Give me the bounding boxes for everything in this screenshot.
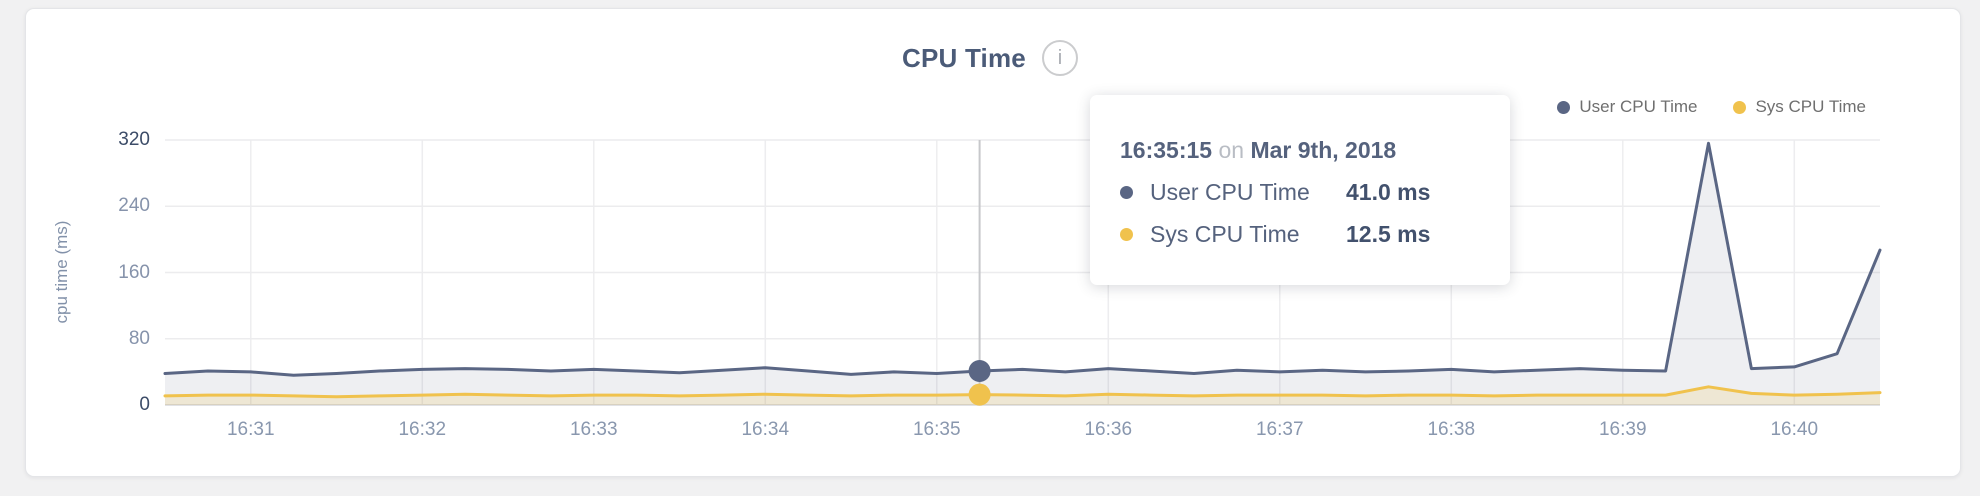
x-tick-label: 16:36: [1084, 419, 1133, 440]
tooltip-dot-sys: [1120, 227, 1133, 241]
sys-cpu-line: [163, 385, 1882, 399]
hover-dot-sys[interactable]: [968, 383, 991, 406]
x-tick-label: 16:40: [1770, 419, 1819, 440]
chart-title: CPU Time: [902, 42, 1026, 73]
legend: User CPU Time Sys CPU Time: [1557, 96, 1866, 118]
legend-label-user: User CPU Time: [1579, 97, 1698, 116]
x-tick-label: 16:31: [226, 419, 275, 440]
user-cpu-line: [163, 141, 1882, 377]
chart-tooltip: 16:35:15 on Mar 9th, 2018 User CPU Time …: [1090, 95, 1510, 285]
chart-header: CPU Time i: [0, 36, 1980, 80]
y-tick-label: 0: [139, 394, 150, 415]
tooltip-value-user: 41.0 ms: [1346, 178, 1431, 205]
y-tick-label: 240: [118, 195, 150, 217]
legend-dot-user: [1557, 100, 1571, 114]
tooltip-header: 16:35:15 on Mar 9th, 2018: [1120, 135, 1484, 165]
x-tick-label: 16:39: [1598, 419, 1647, 440]
y-tick-label: 160: [118, 261, 150, 283]
y-tick-label: 320: [118, 129, 150, 150]
x-tick-label: 16:32: [398, 419, 447, 440]
tooltip-time: 16:35:15: [1120, 137, 1213, 163]
tooltip-connector: on: [1218, 137, 1245, 163]
legend-item-user-cpu-time[interactable]: User CPU Time: [1557, 97, 1697, 117]
x-tick-label: 16:38: [1427, 419, 1476, 440]
hover-dot-user[interactable]: [968, 360, 991, 382]
legend-label-sys: Sys CPU Time: [1755, 97, 1866, 116]
tooltip-label-sys: Sys CPU Time: [1150, 220, 1300, 247]
user-cpu-area: [165, 143, 1880, 406]
x-tick-label: 16:35: [912, 419, 961, 440]
info-icon[interactable]: i: [1041, 40, 1078, 76]
tooltip-value-sys: 12.5 ms: [1346, 220, 1431, 247]
y-tick-label: 80: [128, 327, 150, 349]
legend-dot-sys: [1733, 100, 1747, 114]
tooltip-label-user: User CPU Time: [1150, 178, 1310, 205]
tooltip-date: Mar 9th, 2018: [1250, 137, 1397, 163]
tooltip-dot-user: [1120, 185, 1133, 199]
tooltip-row-sys: Sys CPU Time 12.5 ms: [1120, 219, 1484, 249]
x-tick-label: 16:33: [569, 419, 618, 440]
x-tick-label: 16:34: [741, 419, 790, 440]
cpu-time-card: [25, 8, 1961, 477]
tooltip-row-user: User CPU Time 41.0 ms: [1120, 177, 1484, 207]
legend-item-sys-cpu-time[interactable]: Sys CPU Time: [1733, 97, 1866, 117]
x-tick-label: 16:37: [1255, 419, 1304, 440]
